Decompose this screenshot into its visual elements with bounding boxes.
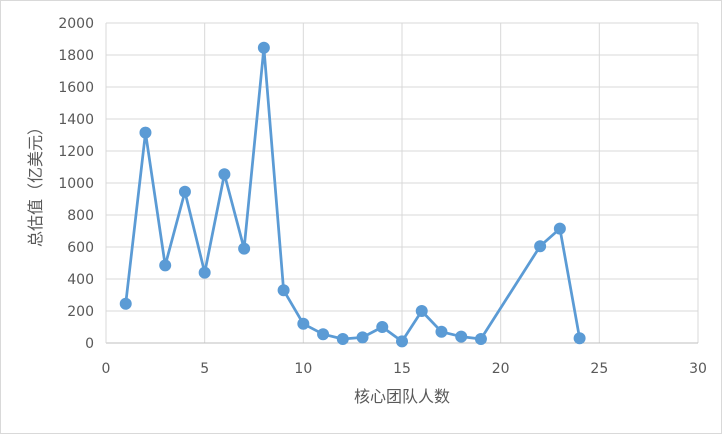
data-point: [297, 317, 310, 330]
y-tick-label: 200: [67, 304, 94, 320]
x-tick-label: 20: [492, 361, 510, 377]
data-point: [139, 126, 152, 139]
data-point: [553, 222, 566, 235]
y-tick-label: 0: [85, 336, 94, 352]
data-point: [218, 168, 231, 181]
y-tick-label: 600: [67, 240, 94, 256]
data-point: [396, 335, 408, 348]
series-line: [124, 46, 581, 343]
x-tick-label: 0: [102, 361, 111, 377]
x-tick-label: 30: [689, 361, 707, 377]
data-point: [356, 331, 369, 344]
gridlines: [106, 22, 699, 343]
x-tick-label: 10: [294, 361, 312, 377]
y-axis-title: 总估值（亿美元）: [26, 119, 45, 247]
data-point: [415, 305, 428, 317]
y-tick-label: 1000: [58, 176, 94, 192]
data-point: [573, 332, 586, 345]
data-point: [435, 325, 448, 338]
y-tick-label: 800: [67, 208, 94, 224]
data-point: [257, 41, 270, 54]
y-tick-label: 1800: [58, 48, 94, 64]
x-tick-label: 15: [393, 361, 411, 377]
data-point: [455, 330, 468, 343]
x-tick-label: 5: [200, 361, 209, 377]
y-tick-label: 1200: [58, 144, 94, 160]
tick-labels: 0 200 400 600 800 1000 1200 1400 1600 1800 2000 0 5 1…: [58, 16, 707, 377]
series-layer: [119, 41, 586, 348]
data-point: [178, 185, 191, 198]
data-point: [119, 297, 132, 310]
data-point: [474, 333, 487, 345]
y-tick-label: 1400: [58, 112, 94, 128]
data-point: [534, 240, 547, 253]
data-point: [376, 321, 389, 333]
data-point: [198, 266, 211, 279]
data-point: [336, 333, 349, 345]
y-tick-label: 1600: [58, 80, 94, 96]
y-tick-label: 400: [67, 272, 94, 288]
y-tick-label: 2000: [58, 16, 94, 32]
x-axis-title: 核心团队人数: [354, 387, 450, 406]
data-point: [277, 284, 290, 297]
data-point: [159, 259, 172, 272]
x-tick-label: 25: [590, 361, 608, 377]
data-point: [238, 242, 251, 255]
data-point: [317, 328, 330, 341]
